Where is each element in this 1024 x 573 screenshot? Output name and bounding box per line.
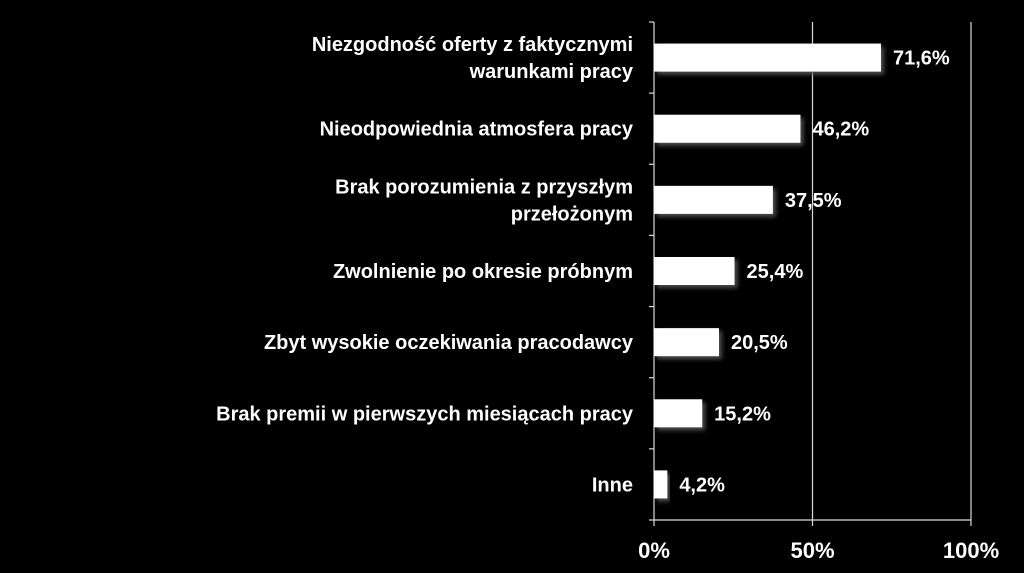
bars: [654, 43, 881, 499]
value-label: 37,5%: [785, 190, 842, 212]
bar: [654, 43, 881, 72]
category-label: Inne: [592, 474, 633, 496]
gridlines: [811, 22, 972, 520]
category-label-line: warunkami pracy: [469, 61, 634, 83]
category-label: Niezgodność oferty z faktycznymi warunkam…: [312, 34, 634, 83]
labels: 0% 50% 100% 71,6% Niezgodność oferty z fakty…: [216, 34, 999, 563]
category-label-line: Zbyt wysokie oczekiwania pracodawcy: [264, 332, 634, 354]
value-label: 25,4%: [747, 261, 804, 283]
bar: [654, 114, 801, 143]
category-label: Brak porozumienia z przyszłym przełożonym: [335, 176, 633, 225]
bar: [654, 470, 668, 499]
value-label: 20,5%: [731, 332, 788, 354]
category-label-line: Niezgodność oferty z faktycznymi: [312, 34, 633, 56]
bar: [654, 257, 735, 285]
x-tick-label: 50%: [790, 538, 834, 563]
category-label: Nieodpowiednia atmosfera pracy: [320, 119, 634, 141]
category-label: Zbyt wysokie oczekiwania pracodawcy: [264, 332, 634, 354]
category-label: Zwolnienie po okresie próbnym: [333, 261, 633, 283]
value-label: 71,6%: [893, 48, 950, 70]
category-label-line: przełożonym: [511, 203, 633, 225]
x-tick-label: 0%: [638, 538, 670, 563]
category-label-line: Nieodpowiednia atmosfera pracy: [320, 119, 634, 141]
x-tick-label: 100%: [943, 538, 999, 563]
category-label-line: Brak porozumienia z przyszłym: [335, 176, 633, 198]
category-label-line: Inne: [592, 474, 633, 496]
category-label-line: Brak premii w pierwszych miesiącach prac…: [216, 403, 634, 425]
value-label: 15,2%: [714, 403, 771, 425]
value-label: 4,2%: [679, 474, 725, 496]
category-label: Brak premii w pierwszych miesiącach prac…: [216, 403, 634, 425]
bar: [654, 328, 719, 357]
bar: [654, 399, 703, 428]
bar: [654, 185, 773, 214]
value-label: 46,2%: [812, 119, 869, 141]
category-label-line: Zwolnienie po okresie próbnym: [333, 261, 633, 283]
